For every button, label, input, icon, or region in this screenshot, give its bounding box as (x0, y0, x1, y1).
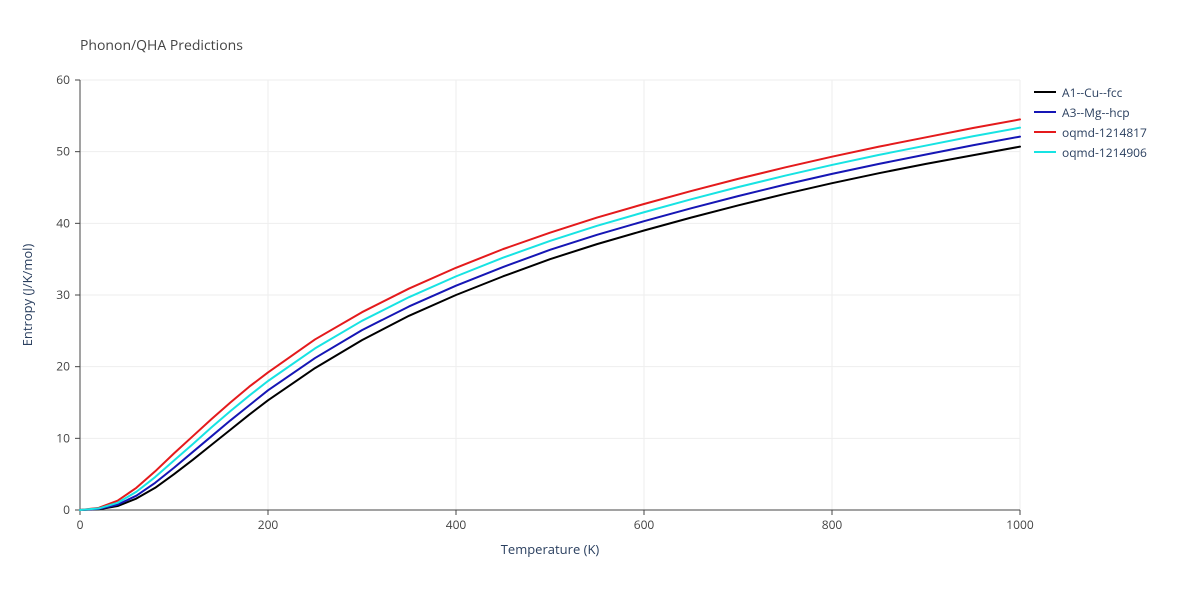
y-tick-label: 30 (56, 286, 70, 303)
y-tick-label: 10 (56, 429, 70, 446)
entropy-vs-temperature-chart: 0 200 400 600 800 1000 0 10 20 30 40 50 60 Temperatur… (0, 0, 1200, 600)
series-line-2 (80, 119, 1020, 510)
chart-title: Phonon/QHA Predictions (80, 36, 243, 55)
x-tick-label: 200 (258, 516, 279, 533)
x-axis-label: Temperature (K) (501, 540, 600, 558)
series-line-3 (80, 128, 1020, 510)
y-tick-label: 60 (56, 71, 70, 88)
legend-label: oqmd-1214817 (1062, 124, 1147, 141)
y-tick-label: 20 (56, 358, 70, 375)
y-tick-label: 50 (56, 143, 70, 160)
legend-swatch (1034, 111, 1056, 113)
x-tick-label: 600 (634, 516, 655, 533)
legend: A1--Cu--fcc A3--Mg--hcp oqmd-1214817 oqmd-1… (1034, 82, 1147, 162)
legend-item-2[interactable]: oqmd-1214817 (1034, 122, 1147, 142)
legend-item-0[interactable]: A1--Cu--fcc (1034, 82, 1147, 102)
y-axis-label: Entropy (J/K/mol) (18, 244, 36, 347)
legend-label: A1--Cu--fcc (1062, 84, 1122, 101)
x-tick-label: 800 (822, 516, 843, 533)
legend-label: oqmd-1214906 (1062, 144, 1147, 161)
y-tick-label: 40 (56, 214, 70, 231)
x-tick-label: 0 (77, 516, 84, 533)
x-tick-label: 1000 (1006, 516, 1034, 533)
y-tick-label: 0 (63, 501, 70, 518)
legend-label: A3--Mg--hcp (1062, 104, 1130, 121)
legend-item-3[interactable]: oqmd-1214906 (1034, 142, 1147, 162)
legend-swatch (1034, 151, 1056, 153)
legend-item-1[interactable]: A3--Mg--hcp (1034, 102, 1147, 122)
series-line-1 (80, 137, 1020, 510)
series-line-0 (80, 147, 1020, 510)
legend-swatch (1034, 91, 1056, 93)
x-tick-label: 400 (446, 516, 467, 533)
legend-swatch (1034, 131, 1056, 133)
